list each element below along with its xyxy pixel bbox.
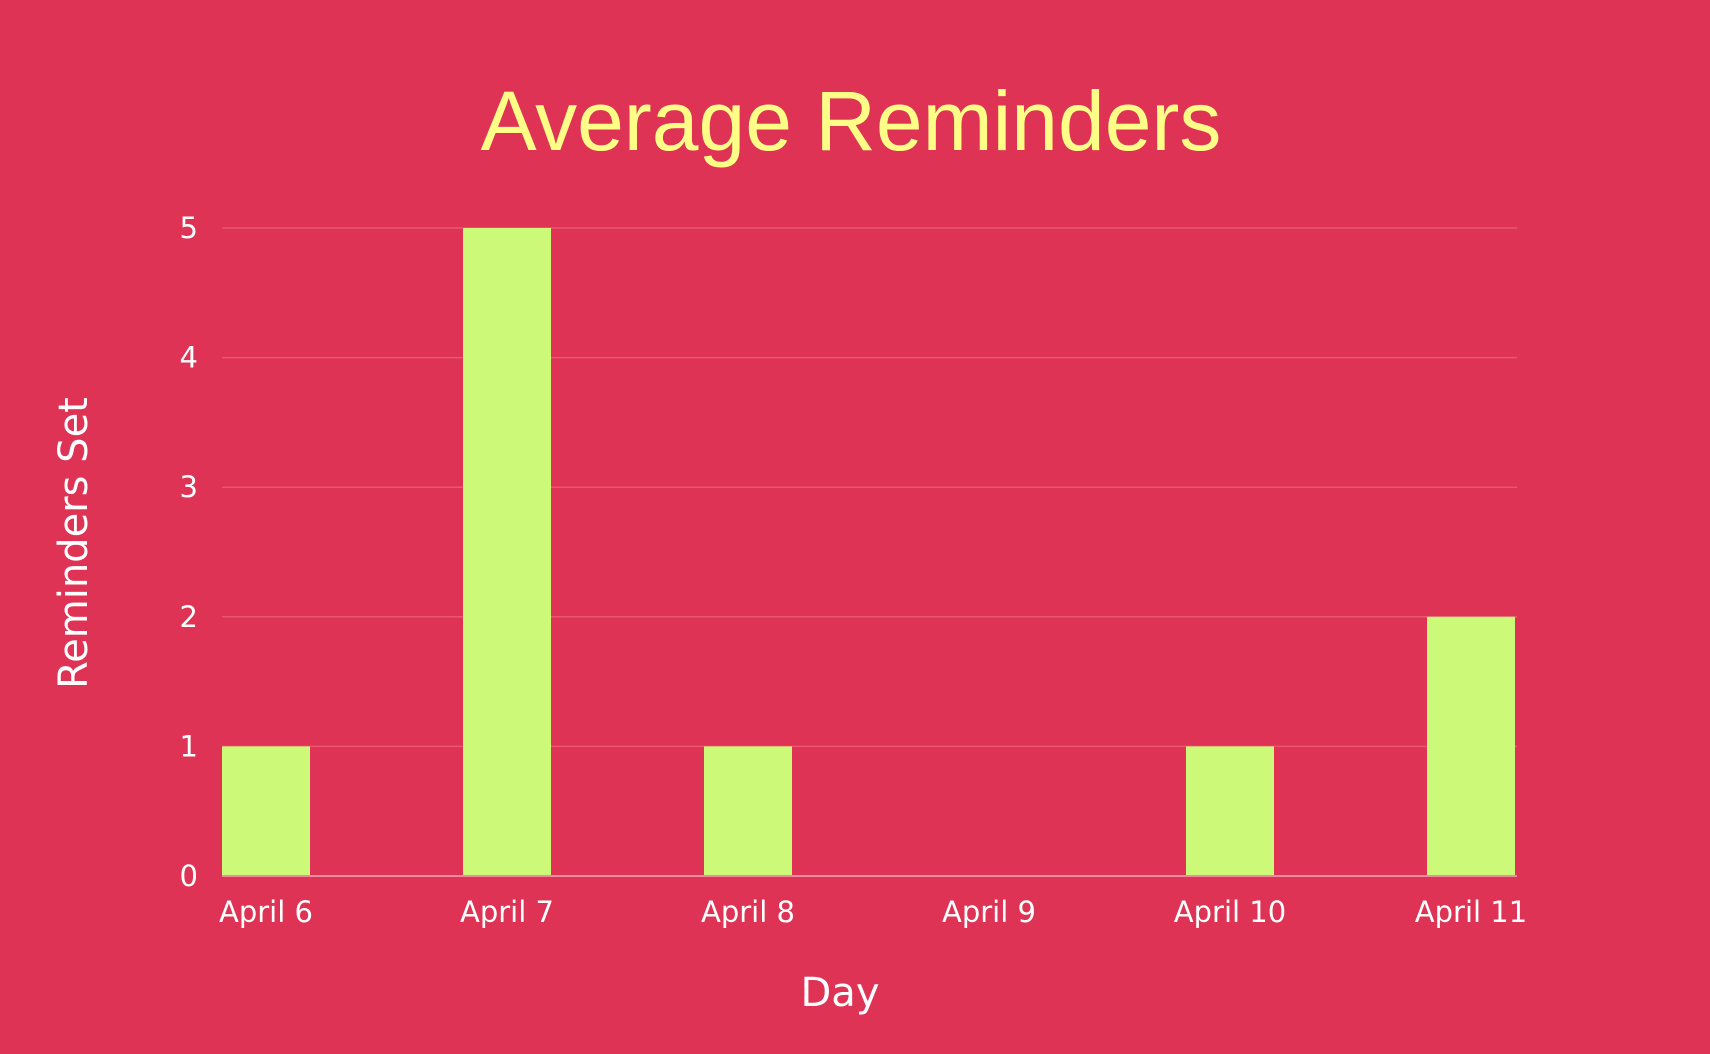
bar <box>704 746 792 876</box>
x-tick-label: April 7 <box>460 895 554 929</box>
bar <box>463 228 551 876</box>
gridlines <box>222 227 1517 748</box>
x-tick-label: April 6 <box>219 895 313 929</box>
y-tick-label: 1 <box>180 729 198 763</box>
bars <box>222 228 1515 876</box>
bar <box>222 746 310 876</box>
y-tick-label: 3 <box>180 470 198 504</box>
chart-title: Average Reminders <box>481 74 1222 168</box>
x-tick-label: April 11 <box>1415 895 1527 929</box>
x-axis-title: Day <box>801 970 880 1016</box>
y-tick-label: 0 <box>180 859 198 893</box>
bar <box>1186 746 1274 876</box>
y-tick-labels: 0 1 2 3 4 5 <box>180 211 198 893</box>
x-tick-label: April 8 <box>701 895 795 929</box>
y-axis-title: Reminders Set <box>51 397 97 689</box>
y-tick-label: 5 <box>180 211 198 245</box>
x-tick-labels: April 6 April 7 April 8 April 9 April 10 Apri… <box>219 895 1527 929</box>
x-tick-label: April 9 <box>942 895 1036 929</box>
bar <box>1427 616 1515 876</box>
y-tick-label: 2 <box>180 600 198 634</box>
y-tick-label: 4 <box>180 341 198 375</box>
x-tick-label: April 10 <box>1174 895 1286 929</box>
